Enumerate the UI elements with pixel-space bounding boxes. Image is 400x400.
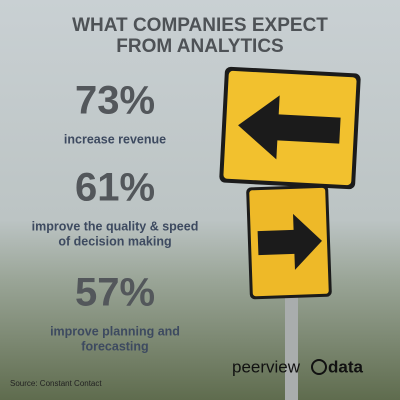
logo-text: data (328, 357, 364, 376)
stat-figure: 61% (75, 166, 155, 210)
stat-description: improve the quality & speed (32, 219, 199, 233)
stats: 73% increase revenue 61% improve the qualit… (32, 79, 199, 354)
title: FROM ANALYTICS (116, 36, 283, 57)
stat-description: increase revenue (64, 132, 166, 146)
title: WHAT COMPANIES EXPECT (72, 15, 328, 36)
sign-post (285, 290, 298, 400)
source: Source: Constant Contact (10, 379, 102, 388)
stat-description: improve planning and (50, 324, 180, 338)
right-arrow-sign (246, 184, 332, 300)
left-arrow-sign (219, 66, 361, 190)
logo-ring (311, 359, 327, 375)
logo-text: peerview (232, 357, 301, 376)
stat-description: forecasting (81, 339, 148, 353)
stat-figure: 73% (75, 79, 155, 123)
stat-figure: 57% (75, 271, 155, 315)
logo: peerview data (232, 357, 364, 376)
stat-description: of decision making (58, 234, 171, 248)
